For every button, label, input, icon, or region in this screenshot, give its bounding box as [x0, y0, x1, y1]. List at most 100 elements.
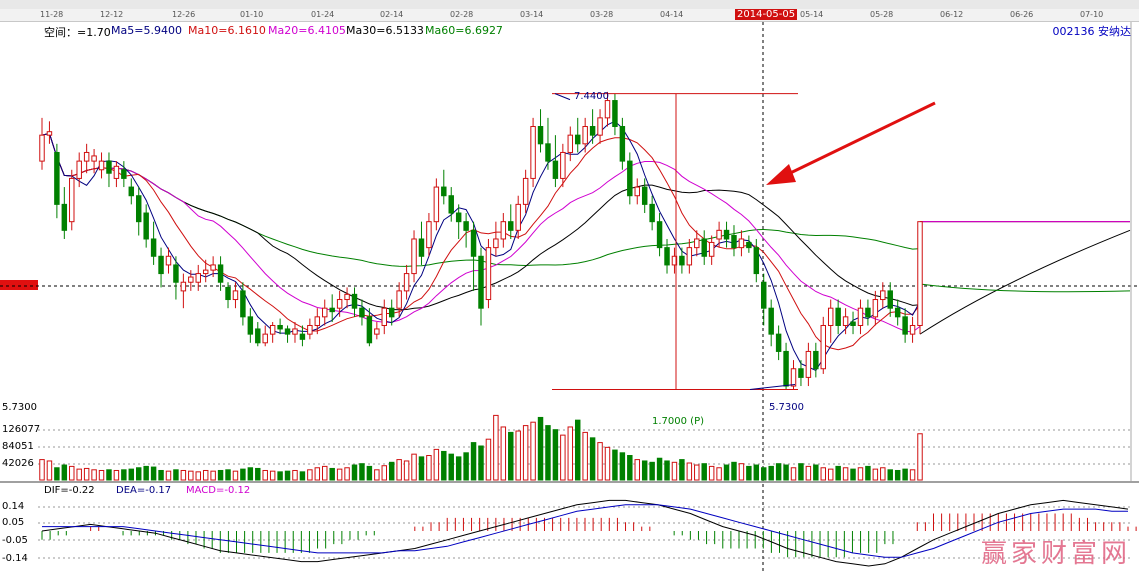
candle-body [240, 290, 246, 318]
candle-body [403, 273, 410, 292]
date-tick: 07-10 [1080, 10, 1104, 19]
macd-axis-2: 0.05 [2, 517, 25, 528]
date-tick: 01-10 [240, 10, 264, 19]
volume-bar [701, 463, 707, 481]
candle-body [508, 221, 514, 231]
candle-body [783, 350, 789, 387]
candle-body [344, 293, 350, 301]
volume-bar [597, 442, 603, 481]
volume-bar [262, 469, 268, 481]
legend-ma10: Ma10=6.1610 [188, 24, 266, 37]
candle-body [708, 241, 715, 257]
candle-body [567, 134, 574, 153]
volume-bar [381, 465, 388, 481]
date-tick: 2014-05-05 [735, 9, 798, 20]
volume-bar [150, 466, 157, 481]
volume-bar [656, 457, 663, 481]
macd-macd-label: MACD=-0.12 [186, 485, 251, 496]
candle-body [865, 307, 871, 318]
candle-body [813, 350, 819, 370]
volume-bar [508, 431, 514, 481]
candle-body [381, 307, 388, 326]
candle-body [69, 177, 75, 223]
volume-axis-3: 42026 [2, 458, 34, 469]
volume-bar [820, 467, 827, 481]
candle-body [225, 286, 231, 301]
volume-bar [307, 469, 313, 481]
volume-bar [217, 469, 224, 481]
candle-body [887, 290, 893, 309]
volume-bar [336, 468, 343, 481]
volume-bar [463, 452, 469, 481]
volume-bar [83, 467, 90, 481]
macd-dea-line [42, 504, 1128, 558]
candle-body [143, 212, 149, 240]
date-tick: 06-26 [1010, 10, 1034, 19]
candle-body [113, 165, 120, 179]
volume-bar [98, 469, 105, 481]
date-axis: 11-28 12-12 12-26 01-10 01-24 02-14 02-28 03-14… [0, 9, 1139, 22]
candle-body [842, 316, 849, 326]
candle-body [448, 195, 454, 214]
date-tick: 04-14 [660, 10, 684, 19]
date-tick: 01-24 [311, 10, 335, 19]
volume-bar [61, 464, 68, 481]
date-tick: 03-28 [590, 10, 614, 19]
annotation-low: 5.7300 [769, 402, 804, 413]
volume-bar [664, 460, 670, 481]
candle-body [641, 186, 648, 205]
candle-body [909, 324, 916, 335]
candle-body [135, 195, 142, 223]
volume-bar [329, 467, 335, 481]
volume-bar [455, 456, 462, 481]
candle-body [805, 350, 812, 378]
volume-bar [366, 465, 373, 481]
price-axis-low: 5.7300 [2, 402, 37, 413]
candle-body [76, 160, 82, 179]
candle-body [872, 299, 879, 318]
legend-space: 空间：=1.70 [44, 26, 111, 39]
volume-bar [560, 434, 566, 481]
candle-body [582, 126, 588, 145]
volume-bar [589, 437, 596, 481]
candle-body [827, 307, 834, 326]
macd-axis-4: -0.14 [2, 553, 28, 564]
volume-bar [790, 467, 797, 481]
volume-bar [716, 467, 722, 481]
volume-bar [165, 470, 172, 481]
annotation-span: 1.7000 (P) [652, 416, 705, 427]
volume-bar [604, 446, 611, 481]
volume-bar [46, 460, 53, 481]
macd-axis-1: 0.14 [2, 501, 25, 512]
volume-bar [255, 467, 261, 481]
volume-bar [649, 461, 655, 481]
candle-body [694, 238, 700, 249]
volume-bar [135, 467, 142, 481]
volume-bar [738, 463, 745, 481]
volume-bar [552, 429, 559, 481]
candle-body [738, 238, 745, 249]
candle-body [61, 203, 68, 231]
volume-bar [545, 425, 551, 481]
candle-body [366, 316, 373, 344]
volume-bar [842, 467, 849, 481]
volume-bar [880, 467, 886, 481]
date-tick: 03-14 [520, 10, 544, 19]
candle-body [336, 299, 343, 309]
candle-body [835, 307, 841, 326]
candle-body [299, 333, 306, 340]
candle-body [351, 293, 358, 309]
candle-body [307, 324, 313, 335]
volume-bar [813, 464, 819, 481]
volume-bar [478, 445, 484, 481]
candle-body [46, 131, 53, 136]
volume-bar [805, 465, 812, 481]
candle-body [500, 221, 507, 240]
volume-bar [202, 469, 209, 481]
volume-bar [612, 449, 618, 481]
candle-body [426, 221, 432, 249]
volume-bar [850, 468, 856, 481]
volume-bar [522, 425, 529, 481]
candle-body [545, 143, 551, 162]
